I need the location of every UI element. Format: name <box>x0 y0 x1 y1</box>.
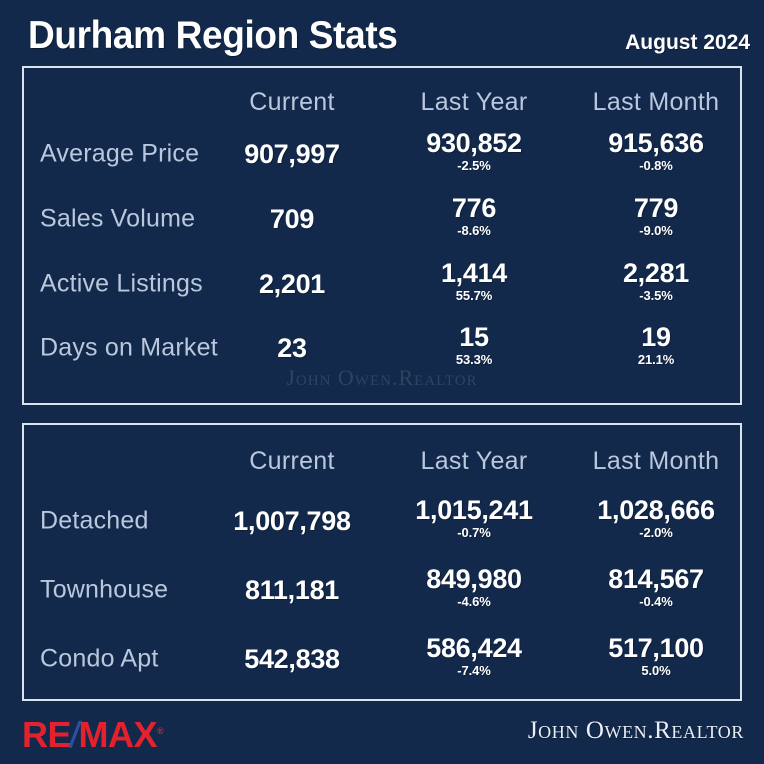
property-types-table: Current Last Year Last Month Detached 1,… <box>24 425 740 699</box>
cell-townhouse-last-month: 814,567 -0.4% <box>608 565 704 609</box>
cell-condo-apt-last-month: 517,100 5.0% <box>608 634 704 678</box>
row-label-active-listings: Active Listings <box>40 269 203 298</box>
value: 1,414 <box>440 258 508 288</box>
cell-condo-apt-current: 542,838 <box>244 645 340 673</box>
value: 23 <box>277 333 307 363</box>
column-header-current: Current <box>249 447 335 475</box>
value: 814,567 <box>608 564 704 594</box>
value: 811,181 <box>244 575 340 605</box>
row-label-days-on-market: Days on Market <box>40 333 218 362</box>
change-percent: -0.7% <box>457 525 491 540</box>
remax-logo: RE/MAX® <box>22 712 164 755</box>
cell-detached-last-month: 1,028,666 -2.0% <box>597 495 715 540</box>
cell-condo-apt-last-year: 586,424 -7.4% <box>426 634 522 678</box>
row-label-townhouse: Townhouse <box>40 575 169 604</box>
property-types-panel: Current Last Year Last Month Detached 1,… <box>22 423 742 701</box>
report-period: August 2024 <box>625 31 750 54</box>
page-title: Durham Region Stats <box>28 14 398 57</box>
registered-trademark-icon: ® <box>157 726 164 736</box>
column-header-last-month: Last Month <box>592 447 720 475</box>
value: 849,980 <box>426 564 522 594</box>
cell-sales-volume-last-month: 779 -9.0% <box>634 194 678 238</box>
value: 1,007,798 <box>233 506 351 536</box>
remax-logo-max: MAX <box>78 714 158 755</box>
change-percent: -3.5% <box>639 288 673 303</box>
value: 15 <box>459 322 489 352</box>
cell-days-on-market-last-year: 15 53.3% <box>456 323 492 367</box>
value: 1,028,666 <box>597 495 715 525</box>
value: 517,100 <box>608 633 704 663</box>
cell-sales-volume-last-year: 776 -8.6% <box>452 194 496 238</box>
row-label-sales-volume: Sales Volume <box>40 204 196 233</box>
cell-average-price-last-year: 930,852 -2.5% <box>426 129 522 173</box>
value: 2,281 <box>622 258 690 288</box>
watermark-brand: John Owen.Realtor <box>286 365 478 390</box>
market-stats-panel: Current Last Year Last Month Average Pri… <box>22 66 742 405</box>
cell-detached-current: 1,007,798 <box>233 506 351 536</box>
change-percent: 5.0% <box>641 663 671 678</box>
cell-townhouse-current: 811,181 <box>245 576 339 604</box>
value: 709 <box>269 204 315 234</box>
cell-townhouse-last-year: 849,980 -4.6% <box>426 565 522 609</box>
cell-active-listings-last-year: 1,414 55.7% <box>441 259 507 303</box>
cell-detached-last-year: 1,015,241 -0.7% <box>415 495 533 540</box>
change-percent: -2.0% <box>639 525 673 540</box>
value: 915,636 <box>608 128 704 158</box>
change-percent: -8.6% <box>457 223 491 238</box>
change-percent: -0.4% <box>639 594 673 609</box>
value: 930,852 <box>426 128 522 158</box>
column-header-last-year: Last Year <box>420 88 528 116</box>
market-stats-table: Current Last Year Last Month Average Pri… <box>24 68 740 403</box>
change-percent: 53.3% <box>455 352 493 367</box>
agent-brand: John Owen.Realtor <box>527 717 744 744</box>
cell-days-on-market-current: 23 <box>277 333 307 363</box>
row-label-average-price: Average Price <box>40 139 200 168</box>
header: Durham Region Stats August 2024 <box>0 0 764 66</box>
change-percent: 55.7% <box>455 288 493 303</box>
cell-average-price-current: 907,997 <box>244 140 340 168</box>
value: 776 <box>451 193 497 223</box>
change-percent: -2.5% <box>457 158 491 173</box>
footer: RE/MAX® John Owen.Realtor <box>0 701 764 764</box>
cell-active-listings-last-month: 2,281 -3.5% <box>623 259 689 303</box>
value: 2,201 <box>258 269 326 299</box>
value: 586,424 <box>426 633 522 663</box>
change-percent: -9.0% <box>639 223 673 238</box>
value: 19 <box>641 322 671 352</box>
cell-sales-volume-current: 709 <box>270 205 314 233</box>
column-header-last-year: Last Year <box>420 447 528 475</box>
value: 1,015,241 <box>415 495 533 525</box>
column-header-last-month: Last Month <box>592 88 720 116</box>
row-label-condo-apt: Condo Apt <box>40 644 159 673</box>
column-header-current: Current <box>249 88 335 116</box>
change-percent: 21.1% <box>637 352 675 367</box>
cell-active-listings-current: 2,201 <box>259 270 325 298</box>
change-percent: -7.4% <box>457 663 491 678</box>
cell-days-on-market-last-month: 19 21.1% <box>638 323 674 367</box>
value: 907,997 <box>244 139 340 169</box>
row-label-detached: Detached <box>40 506 149 535</box>
value: 779 <box>633 193 679 223</box>
value: 542,838 <box>244 644 340 674</box>
cell-average-price-last-month: 915,636 -0.8% <box>608 129 704 173</box>
change-percent: -4.6% <box>457 594 491 609</box>
change-percent: -0.8% <box>639 158 673 173</box>
remax-logo-re: RE <box>22 714 72 755</box>
